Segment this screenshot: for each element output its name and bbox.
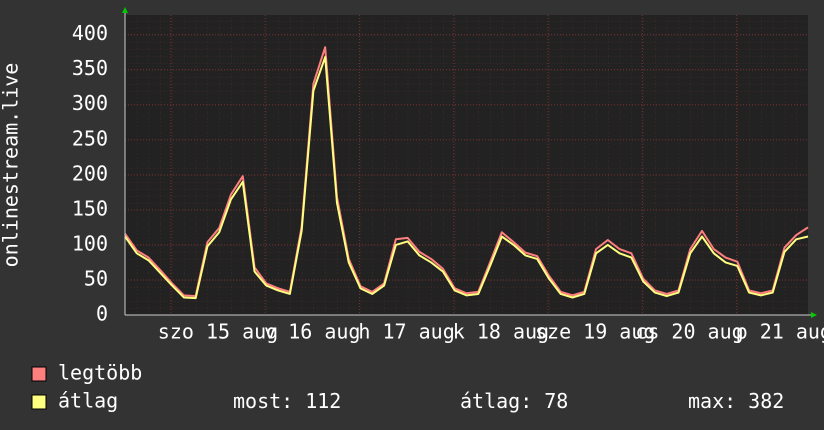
stat: most: 112 [233,389,341,413]
y-arrow [122,7,128,13]
x-tick-label: h 17 aug [358,320,454,344]
minor-grid [125,15,808,315]
legend-swatch [31,394,47,410]
series-line [124,56,809,300]
stat-label: most: [233,389,293,413]
x-tick-label: p 21 aug [736,320,824,344]
y-tick-label: 200 [72,161,108,185]
stat: átlag: 78 [460,389,568,413]
y-tick-label: 400 [72,21,108,45]
x-tick-label: cs 20 aug [635,320,743,344]
y-tick-label: 350 [72,56,108,80]
y-tick-label: 100 [72,231,108,255]
y-tick-label: 150 [72,196,108,220]
x-tick-label: k 18 aug [453,320,549,344]
x-tick-label: sze 19 aug [535,320,655,344]
legend-swatch [31,366,47,382]
series-line [124,46,809,298]
y-tick-label: 0 [96,302,108,326]
stat-label: max: [688,389,736,413]
lines [124,46,809,300]
y-tick-label: 50 [84,266,108,290]
y-tick-label: 300 [72,91,108,115]
legend-label: átlag [58,389,118,413]
y-tick-label: 250 [72,126,108,150]
x-arrow [811,312,817,318]
stat-label: átlag: [460,389,532,413]
x-tick-label: v 16 aug [264,320,360,344]
legend-label: legtöbb [58,361,142,385]
stat-value: 112 [305,389,341,413]
stat: max: 382 [688,389,784,413]
stat-value: 78 [544,389,568,413]
x-tick-label: szo 15 aug [158,320,278,344]
y-axis-label: onlinestream.live [0,63,23,268]
stat-value: 382 [748,389,784,413]
grid [125,15,808,316]
legend: legtöbb átlag most: 112 átlag: 78 max: 382 [31,361,784,413]
